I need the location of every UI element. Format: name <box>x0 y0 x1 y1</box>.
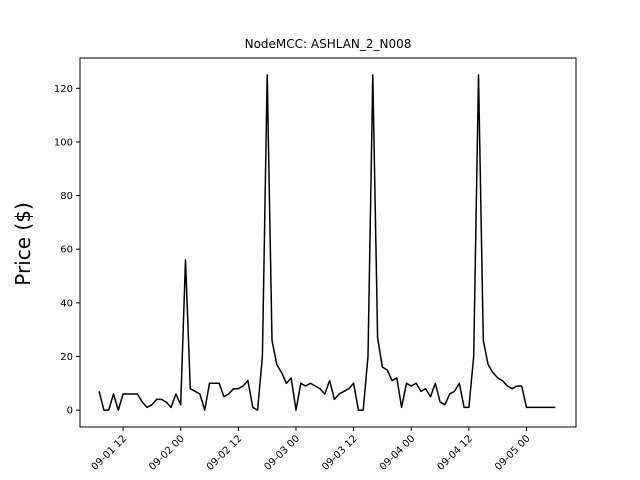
y-tick-label: 60 <box>60 245 73 256</box>
y-tick-label: 40 <box>60 298 73 309</box>
y-tick-label: 20 <box>60 352 73 363</box>
plot-frame <box>79 57 577 428</box>
y-tick-label: 80 <box>60 191 73 202</box>
y-axis-label: Price ($) <box>11 202 35 285</box>
chart-title: NodeMCC: ASHLAN_2_N008 <box>245 37 412 51</box>
y-tick-label: 0 <box>67 406 73 417</box>
y-tick-label: 100 <box>54 137 73 148</box>
y-tick-label: 120 <box>54 84 73 95</box>
series-line-0 <box>98 74 556 411</box>
